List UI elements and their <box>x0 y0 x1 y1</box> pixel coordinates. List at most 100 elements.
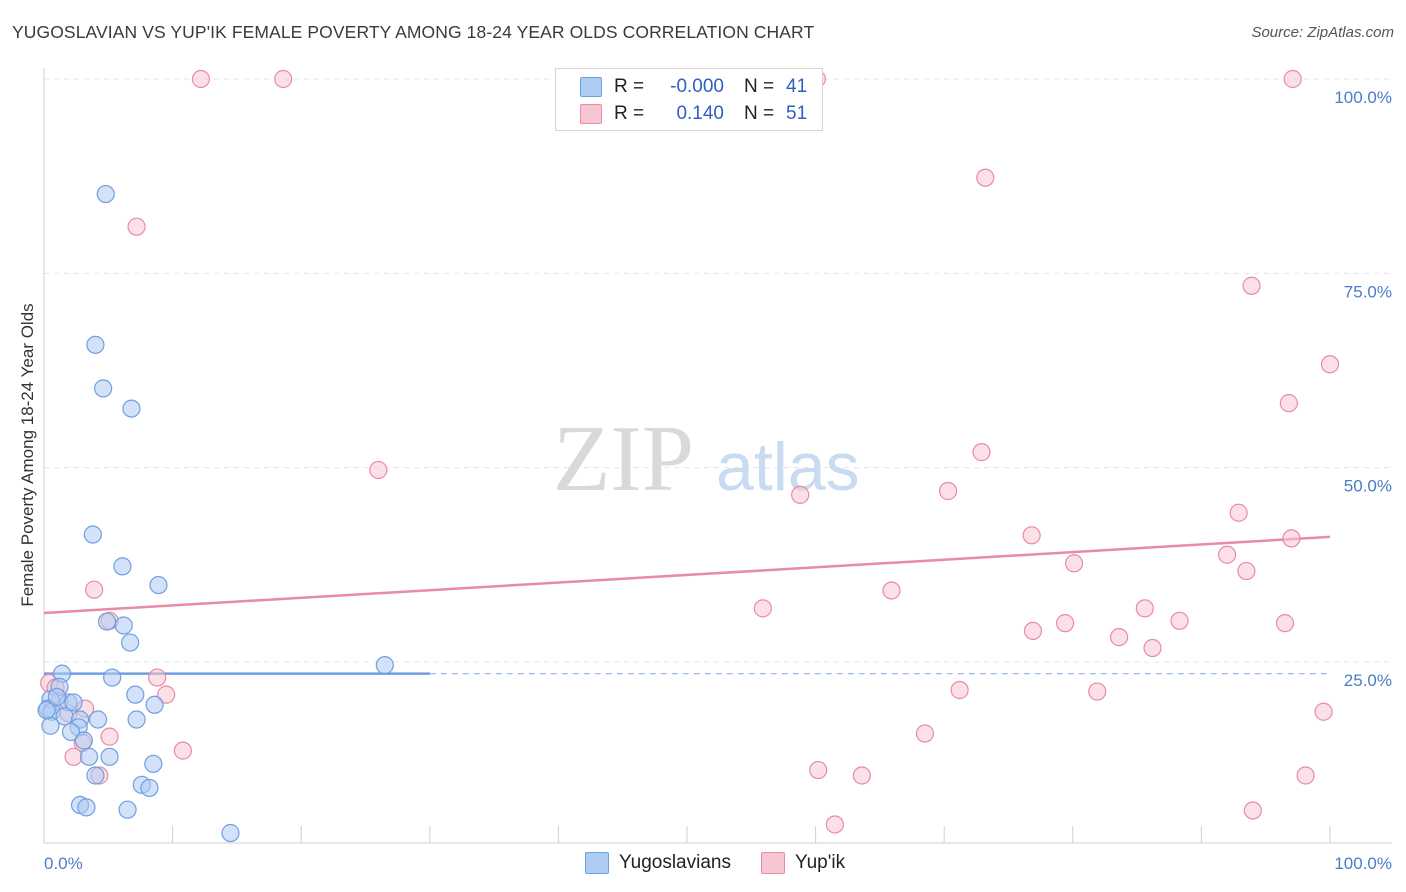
r-label: R = <box>614 76 645 97</box>
watermark: ZIP atlas <box>553 407 860 511</box>
legend-swatch-pink <box>760 852 785 874</box>
data-point <box>976 168 995 187</box>
data-point <box>274 69 293 89</box>
legend-row-yugoslavians: R = -0.000 N = 41 <box>580 75 807 99</box>
data-point <box>61 722 81 742</box>
data-point <box>1055 614 1075 633</box>
data-point <box>938 481 958 501</box>
data-point <box>144 754 163 773</box>
data-point <box>85 580 104 599</box>
data-point <box>882 581 901 600</box>
data-point <box>148 668 167 687</box>
data-point <box>375 656 394 675</box>
data-point <box>103 668 122 687</box>
data-point <box>825 815 844 834</box>
data-point <box>121 633 140 652</box>
data-point <box>94 379 113 398</box>
data-point <box>191 69 210 89</box>
data-point <box>114 616 133 635</box>
data-point <box>1064 554 1084 573</box>
gridlines <box>44 78 1392 663</box>
data-point <box>852 766 871 785</box>
trend-line-yupik <box>43 535 1331 615</box>
r-value: -0.000 <box>670 76 724 97</box>
data-point <box>1275 614 1295 633</box>
r-value: 0.140 <box>676 103 724 124</box>
data-point <box>41 716 60 735</box>
data-point <box>100 727 119 746</box>
data-point <box>64 693 83 712</box>
data-point <box>1088 682 1107 701</box>
legend-swatch-pink <box>580 104 602 124</box>
x-tick-label-left: 0.0% <box>44 854 83 873</box>
stats-legend: R = -0.000 N = 41 R = 0.140 N = 51 <box>555 68 823 131</box>
data-point <box>1218 545 1237 564</box>
data-point <box>86 335 105 354</box>
data-point <box>1135 599 1154 618</box>
watermark-zip: ZIP <box>553 407 694 511</box>
source-credit: Source: ZipAtlas.com <box>1251 24 1394 41</box>
data-point <box>157 685 176 704</box>
n-label: N = <box>744 76 775 97</box>
data-point <box>86 766 105 785</box>
data-point <box>79 747 99 766</box>
n-value: 51 <box>786 103 808 124</box>
data-point <box>149 575 168 595</box>
y-tick-label: 100.0% <box>1334 88 1392 107</box>
legend-swatch-blue <box>585 852 609 874</box>
y-tick-label: 25.0% <box>1344 671 1392 690</box>
data-point <box>1143 638 1162 658</box>
data-point <box>140 778 159 798</box>
legend-swatch-blue <box>580 77 602 97</box>
data-point <box>1237 561 1256 581</box>
data-point <box>77 798 96 817</box>
x-tick-label-right: 100.0% <box>1334 854 1392 873</box>
data-point <box>950 680 969 700</box>
data-point <box>83 525 102 544</box>
y-tick-labels: 100.0% 75.0% 50.0% 25.0% <box>1334 88 1392 690</box>
chart-title: YUGOSLAVIAN VS YUP'IK FEMALE POVERTY AMO… <box>12 22 815 42</box>
legend-label: Yup'ik <box>794 852 846 873</box>
data-point <box>1320 355 1340 374</box>
data-point <box>1296 766 1315 785</box>
data-point <box>753 599 772 618</box>
y-tick-label: 50.0% <box>1344 477 1392 496</box>
data-point <box>64 747 83 766</box>
data-point <box>97 612 117 631</box>
data-point <box>127 217 146 236</box>
data-point <box>915 724 935 743</box>
data-point <box>122 399 141 418</box>
data-point <box>37 701 56 720</box>
data-point <box>972 443 991 462</box>
data-point <box>145 695 164 714</box>
data-point <box>1283 69 1302 89</box>
legend-item-yupik: Yup'ik <box>760 852 846 874</box>
data-point <box>100 747 119 766</box>
data-point <box>1023 621 1043 641</box>
data-point <box>1279 394 1298 413</box>
data-point <box>369 460 388 480</box>
data-point <box>88 710 108 729</box>
data-point <box>173 741 192 760</box>
x-ticks <box>43 826 1331 843</box>
data-point <box>791 485 810 504</box>
data-point <box>1243 801 1262 820</box>
legend-row-yupik: R = 0.140 N = 51 <box>580 102 807 126</box>
watermark-atlas: atlas <box>716 429 860 505</box>
legend-item-yugoslavians: Yugoslavians <box>585 852 731 874</box>
data-point <box>1109 628 1129 647</box>
data-points <box>37 69 1340 843</box>
data-point <box>1314 702 1333 721</box>
n-value: 41 <box>786 76 808 97</box>
data-point <box>47 687 66 707</box>
series-legend: Yugoslavians Yup'ik <box>585 852 875 874</box>
legend-label: Yugoslavians <box>619 852 731 873</box>
data-point <box>809 760 828 780</box>
data-point <box>1229 503 1248 522</box>
data-point <box>118 800 137 819</box>
data-point <box>1282 529 1301 548</box>
data-point <box>96 184 115 204</box>
data-point <box>1022 526 1041 545</box>
data-point <box>74 731 93 750</box>
